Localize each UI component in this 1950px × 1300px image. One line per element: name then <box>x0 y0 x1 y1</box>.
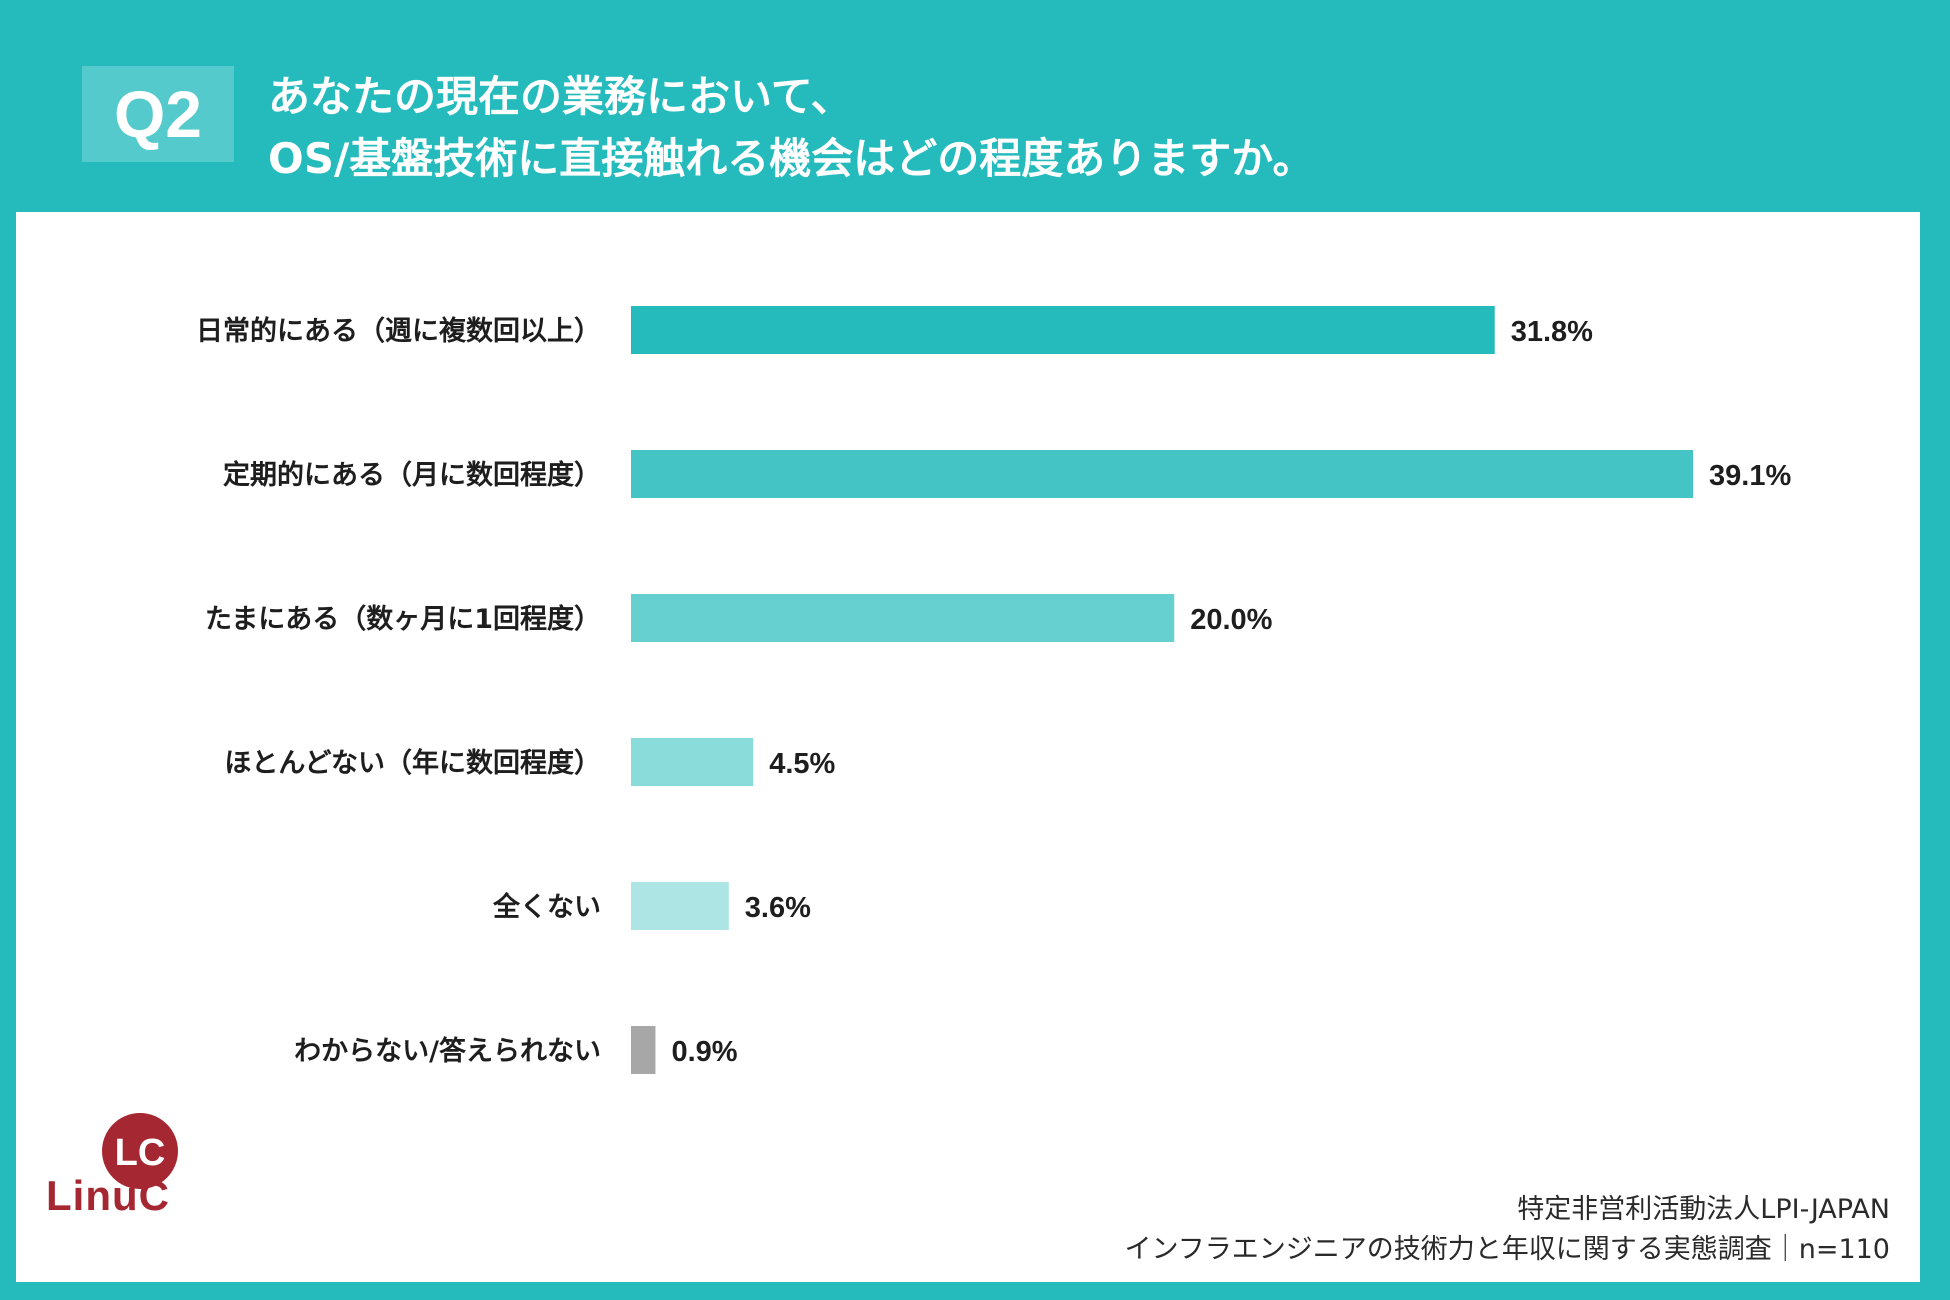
data-label: 39.1% <box>1709 460 1791 492</box>
bar <box>631 1026 656 1074</box>
bar <box>631 306 1495 354</box>
title-line-2: OS/基盤技術に直接触れる機会はどの程度ありますか。 <box>268 134 1315 183</box>
category-label: ほとんどない（年に数回程度） <box>224 747 601 779</box>
bar-chart: 日常的にある（週に複数回以上） 31.8% 定期的にある（月に数回程度） 39.1% た… <box>196 306 1791 1074</box>
title-line-1: あなたの現在の業務において、 <box>268 72 853 121</box>
data-label: 31.8% <box>1511 316 1593 348</box>
bar <box>631 450 1693 498</box>
question-badge: Q2 <box>82 66 234 162</box>
header: Q2 あなたの現在の業務において、 OS/基盤技術に直接触れる機会はどの程度あり… <box>0 0 1950 212</box>
data-label: 0.9% <box>671 1036 737 1068</box>
category-label: 日常的にある（週に複数回以上） <box>196 315 601 347</box>
bar <box>631 738 754 786</box>
bar <box>631 594 1175 642</box>
data-label: 20.0% <box>1190 604 1272 636</box>
chart-title: あなたの現在の業務において、 OS/基盤技術に直接触れる機会はどの程度ありますか… <box>268 66 1908 190</box>
category-label: 全くない <box>492 891 601 923</box>
footer-organization: 特定非営利活動法人LPI-JAPAN <box>1517 1194 1890 1225</box>
logo-mark: LC <box>115 1132 166 1174</box>
category-label: たまにある（数ヶ月に1回程度） <box>205 603 601 635</box>
chart-panel: 日常的にある（週に複数回以上） 31.8% 定期的にある（月に数回程度） 39.1% た… <box>16 212 1920 1282</box>
category-label: わからない/答えられない <box>294 1035 601 1067</box>
data-label: 3.6% <box>745 892 811 924</box>
footer-survey: インフラエンジニアの技術力と年収に関する実態調査｜n=110 <box>1124 1234 1890 1265</box>
data-label: 4.5% <box>769 748 835 780</box>
linuc-logo-icon: LC <box>102 1113 178 1189</box>
category-label: 定期的にある（月に数回程度） <box>223 459 601 491</box>
bar <box>631 882 729 930</box>
logo-text: LinuC <box>46 1172 170 1219</box>
source-footer: 特定非営利活動法人LPI-JAPAN インフラエンジニアの技術力と年収に関する実… <box>1125 1190 1890 1270</box>
